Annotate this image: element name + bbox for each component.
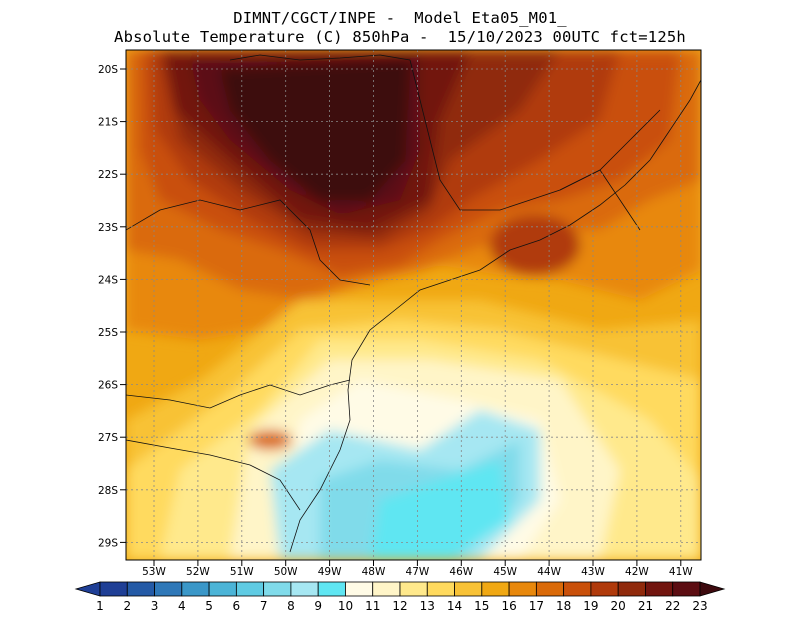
lon-label: 52W — [186, 566, 210, 578]
colorbar-cell — [617, 581, 646, 597]
lat-label: 27S — [98, 432, 118, 444]
colorbar-label: 15 — [474, 599, 489, 613]
colorbar-cell — [235, 581, 265, 597]
colorbar-label: 20 — [611, 599, 626, 613]
lon-label: 45W — [493, 566, 517, 578]
map-title-line2: Absolute Temperature (C) 850hPa - 15/10/… — [114, 28, 686, 46]
colorbar-label: 17 — [529, 599, 544, 613]
lat-label: 25S — [98, 327, 118, 339]
lon-label: 50W — [274, 566, 298, 578]
colorbar-cell — [535, 581, 565, 597]
colorbar-cell — [590, 581, 619, 597]
lat-label: 20S — [98, 64, 118, 76]
colorbar-label: 6 — [233, 599, 241, 613]
map-frame — [125, 49, 702, 561]
colorbar-label: 13 — [420, 599, 435, 613]
colorbar-label: 9 — [314, 599, 322, 613]
lon-label: 49W — [318, 566, 342, 578]
lon-label: 51W — [230, 566, 254, 578]
colorbar-label: 22 — [665, 599, 680, 613]
lon-label: 44W — [537, 566, 561, 578]
colorbar-label: 11 — [365, 599, 380, 613]
colorbar-cell — [372, 581, 401, 597]
colorbar-cell — [126, 581, 155, 597]
colorbar-cell — [426, 581, 455, 597]
temperature-field — [126, 50, 701, 560]
colorbar: 1 2 3 4 5 6 7 8 9 10 11 12 13 14 15 16 17 18 19 20 21 22 23 — [74, 581, 726, 613]
colorbar-cell — [208, 581, 237, 597]
lat-label: 26S — [98, 380, 118, 392]
colorbar-label: 18 — [556, 599, 571, 613]
colorbar-cell — [345, 581, 374, 597]
lon-label: 53W — [142, 566, 166, 578]
lon-label: 43W — [581, 566, 605, 578]
colorbar-label: 16 — [501, 599, 516, 613]
colorbar-label: 10 — [338, 599, 353, 613]
lon-label: 42W — [625, 566, 649, 578]
colorbar-cell — [563, 581, 592, 597]
colorbar-cell — [699, 581, 726, 597]
colorbar-cell — [454, 581, 483, 597]
lat-label: 23S — [98, 222, 118, 234]
colorbar-label: 4 — [178, 599, 186, 613]
colorbar-label: 2 — [123, 599, 131, 613]
lat-label: 24S — [98, 274, 118, 286]
colorbar-cell — [481, 581, 510, 597]
colorbar-label: 12 — [392, 599, 407, 613]
map-title-line1: DIMNT/CGCT/INPE - Model Eta05_M01_ — [233, 9, 567, 27]
colorbar-cell — [154, 581, 183, 597]
lon-label: 48W — [362, 566, 386, 578]
colorbar-cell — [181, 581, 210, 597]
lat-label: 29S — [98, 537, 118, 549]
lat-label: 22S — [98, 169, 118, 181]
colorbar-label: 23 — [692, 599, 707, 613]
colorbar-label: 21 — [638, 599, 653, 613]
colorbar-cell — [263, 581, 292, 597]
colorbar-cell — [645, 581, 674, 597]
lat-label: 21S — [98, 117, 118, 129]
lon-label: 46W — [449, 566, 473, 578]
colorbar-label: 1 — [96, 599, 104, 613]
map-grid — [126, 50, 701, 560]
colorbar-label: 5 — [205, 599, 213, 613]
lat-label: 28S — [98, 485, 118, 497]
colorbar-cell — [99, 581, 128, 597]
colorbar-cell — [317, 581, 346, 597]
colorbar-cell — [508, 581, 537, 597]
colorbar-cell — [399, 581, 428, 597]
colorbar-cell — [672, 581, 701, 597]
boundaries — [126, 54, 701, 553]
colorbar-cell — [74, 581, 101, 597]
colorbar-label: 8 — [287, 599, 295, 613]
colorbar-label: 3 — [151, 599, 159, 613]
colorbar-label: 7 — [260, 599, 268, 613]
lon-label: 47W — [406, 566, 430, 578]
colorbar-label: 14 — [447, 599, 462, 613]
colorbar-label: 19 — [583, 599, 598, 613]
lon-label: 41W — [669, 566, 693, 578]
colorbar-cell — [290, 581, 319, 597]
